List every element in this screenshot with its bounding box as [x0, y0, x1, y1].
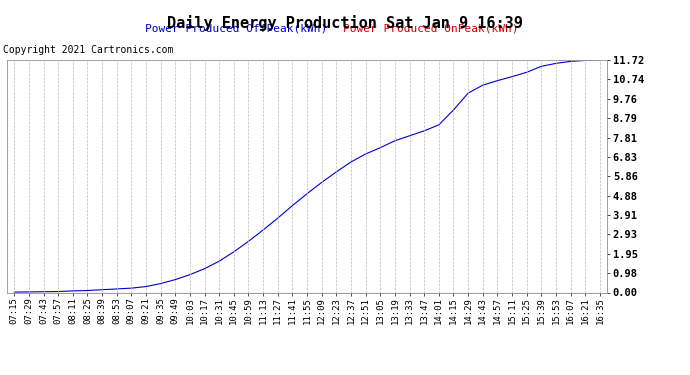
Power Produced OffPeak(kWh)	[435, 123, 443, 127]
Power Produced OnPeak(kWh)	[215, 290, 224, 295]
Power Produced OffPeak(kWh)	[83, 288, 92, 293]
Power Produced OffPeak(kWh)	[538, 64, 546, 69]
Power Produced OnPeak(kWh)	[493, 290, 502, 295]
Power Produced OnPeak(kWh)	[581, 290, 589, 295]
Power Produced OffPeak(kWh)	[171, 278, 179, 282]
Power Produced OffPeak(kWh)	[259, 228, 267, 232]
Power Produced OnPeak(kWh)	[522, 290, 531, 295]
Power Produced OffPeak(kWh)	[449, 108, 457, 112]
Power Produced OffPeak(kWh)	[39, 290, 48, 294]
Power Produced OffPeak(kWh)	[274, 216, 282, 220]
Power Produced OnPeak(kWh)	[391, 290, 399, 295]
Power Produced OnPeak(kWh)	[479, 290, 487, 295]
Power Produced OffPeak(kWh)	[406, 134, 414, 138]
Line: Power Produced OffPeak(kWh): Power Produced OffPeak(kWh)	[14, 60, 600, 292]
Power Produced OnPeak(kWh)	[288, 290, 297, 295]
Power Produced OffPeak(kWh)	[200, 267, 208, 271]
Power Produced OffPeak(kWh)	[157, 281, 165, 286]
Power Produced OffPeak(kWh)	[391, 138, 399, 143]
Power Produced OffPeak(kWh)	[303, 192, 311, 196]
Power Produced OffPeak(kWh)	[595, 58, 604, 62]
Power Produced OnPeak(kWh)	[10, 290, 19, 295]
Power Produced OnPeak(kWh)	[332, 290, 340, 295]
Power Produced OnPeak(kWh)	[54, 290, 62, 295]
Power Produced OffPeak(kWh)	[508, 74, 516, 79]
Power Produced OnPeak(kWh)	[39, 290, 48, 295]
Power Produced OffPeak(kWh)	[10, 290, 19, 294]
Text: Copyright 2021 Cartronics.com: Copyright 2021 Cartronics.com	[3, 45, 174, 55]
Power Produced OnPeak(kWh)	[376, 290, 384, 295]
Power Produced OffPeak(kWh)	[68, 289, 77, 293]
Power Produced OnPeak(kWh)	[142, 290, 150, 295]
Power Produced OnPeak(kWh)	[347, 290, 355, 295]
Power Produced OffPeak(kWh)	[127, 286, 135, 290]
Power Produced OffPeak(kWh)	[112, 286, 121, 291]
Power Produced OffPeak(kWh)	[25, 290, 33, 294]
Power Produced OffPeak(kWh)	[347, 160, 355, 164]
Power Produced OnPeak(kWh)	[566, 290, 575, 295]
Power Produced OffPeak(kWh)	[186, 272, 194, 277]
Power Produced OnPeak(kWh)	[200, 290, 208, 295]
Power Produced OffPeak(kWh)	[362, 152, 370, 156]
Power Produced OnPeak(kWh)	[449, 290, 457, 295]
Power Produced OnPeak(kWh)	[230, 290, 238, 295]
Power Produced OnPeak(kWh)	[464, 290, 472, 295]
Power Produced OffPeak(kWh)	[376, 146, 384, 150]
Power Produced OffPeak(kWh)	[581, 58, 589, 63]
Legend: Power Produced OffPeak(kWh), Power Produced OnPeak(kWh): Power Produced OffPeak(kWh), Power Produ…	[144, 24, 519, 34]
Power Produced OffPeak(kWh)	[54, 289, 62, 294]
Power Produced OffPeak(kWh)	[479, 83, 487, 87]
Power Produced OffPeak(kWh)	[464, 91, 472, 95]
Power Produced OnPeak(kWh)	[112, 290, 121, 295]
Power Produced OffPeak(kWh)	[566, 59, 575, 64]
Power Produced OnPeak(kWh)	[157, 290, 165, 295]
Power Produced OffPeak(kWh)	[420, 129, 428, 133]
Power Produced OnPeak(kWh)	[259, 290, 267, 295]
Power Produced OffPeak(kWh)	[288, 203, 297, 208]
Power Produced OnPeak(kWh)	[508, 290, 516, 295]
Power Produced OffPeak(kWh)	[98, 288, 106, 292]
Power Produced OffPeak(kWh)	[493, 78, 502, 83]
Power Produced OffPeak(kWh)	[522, 70, 531, 75]
Power Produced OnPeak(kWh)	[303, 290, 311, 295]
Power Produced OnPeak(kWh)	[171, 290, 179, 295]
Power Produced OnPeak(kWh)	[25, 290, 33, 295]
Text: Daily Energy Production Sat Jan 9 16:39: Daily Energy Production Sat Jan 9 16:39	[167, 15, 523, 31]
Power Produced OnPeak(kWh)	[362, 290, 370, 295]
Power Produced OnPeak(kWh)	[186, 290, 194, 295]
Power Produced OnPeak(kWh)	[435, 290, 443, 295]
Power Produced OnPeak(kWh)	[420, 290, 428, 295]
Power Produced OffPeak(kWh)	[230, 250, 238, 254]
Power Produced OnPeak(kWh)	[244, 290, 253, 295]
Power Produced OffPeak(kWh)	[142, 284, 150, 289]
Power Produced OffPeak(kWh)	[215, 259, 224, 263]
Power Produced OnPeak(kWh)	[83, 290, 92, 295]
Power Produced OffPeak(kWh)	[332, 170, 340, 174]
Power Produced OnPeak(kWh)	[595, 290, 604, 295]
Power Produced OnPeak(kWh)	[552, 290, 560, 295]
Power Produced OnPeak(kWh)	[274, 290, 282, 295]
Power Produced OnPeak(kWh)	[406, 290, 414, 295]
Power Produced OffPeak(kWh)	[552, 61, 560, 66]
Power Produced OffPeak(kWh)	[317, 180, 326, 184]
Power Produced OnPeak(kWh)	[68, 290, 77, 295]
Power Produced OnPeak(kWh)	[317, 290, 326, 295]
Power Produced OnPeak(kWh)	[127, 290, 135, 295]
Power Produced OnPeak(kWh)	[538, 290, 546, 295]
Power Produced OnPeak(kWh)	[98, 290, 106, 295]
Power Produced OffPeak(kWh)	[244, 239, 253, 244]
